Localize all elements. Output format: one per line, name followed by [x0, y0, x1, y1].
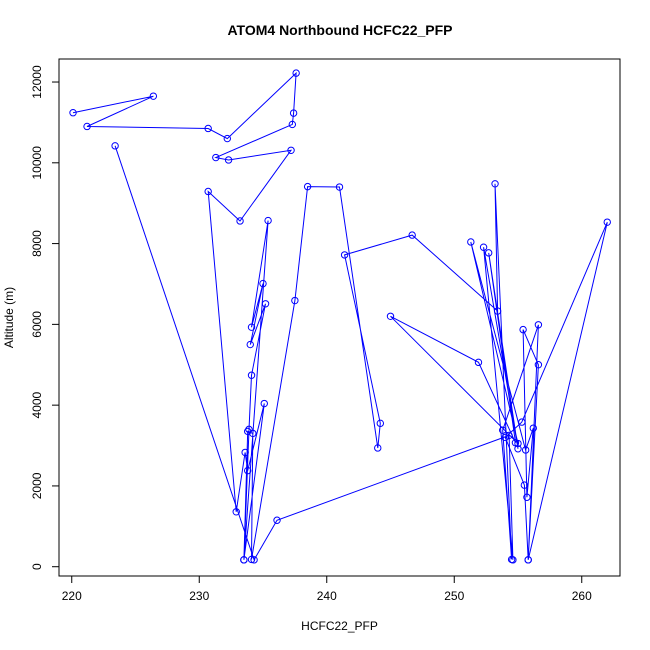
data-point: [149, 92, 158, 100]
data-point: [520, 481, 529, 489]
x-axis: 220 230 240 250 260: [62, 575, 592, 603]
data-point: [249, 429, 257, 438]
data-point: [247, 371, 256, 379]
data-point: [335, 183, 344, 191]
data-point: [289, 109, 298, 117]
data-point: [264, 216, 272, 225]
data-point: [534, 321, 543, 329]
plot-frame: [58, 58, 621, 577]
series-group: [69, 69, 611, 564]
y-tick-label: 10000: [30, 146, 44, 180]
data-point: [479, 243, 488, 251]
data-point: [519, 325, 527, 334]
data-point: [288, 120, 297, 129]
y-tick-label: 0: [30, 563, 44, 570]
x-axis-label: HCFC22_PFP: [301, 619, 378, 633]
y-tick-label: 12000: [30, 65, 44, 99]
data-point: [246, 340, 254, 349]
data-point: [408, 231, 416, 239]
data-point: [303, 182, 312, 191]
y-axis-label: Altitude (m): [2, 287, 16, 348]
data-point: [501, 433, 509, 442]
data-point: [603, 218, 611, 226]
data-point: [250, 556, 258, 564]
data-point: [259, 279, 267, 288]
data-point: [505, 431, 513, 440]
data-point: [232, 508, 240, 516]
x-tick-label: 250: [444, 589, 464, 603]
data-point: [511, 439, 520, 447]
data-point: [524, 556, 532, 564]
data-point: [236, 217, 244, 225]
x-tick-label: 260: [572, 589, 592, 603]
data-point: [386, 312, 395, 320]
y-tick-label: 8000: [30, 230, 44, 257]
data-point: [292, 69, 300, 77]
y-tick-label: 4000: [30, 391, 44, 418]
x-tick-label: 230: [189, 589, 209, 603]
data-point: [247, 323, 256, 331]
data-point: [212, 153, 220, 162]
data-point: [260, 399, 268, 408]
data-point: [204, 124, 212, 133]
data-point: [240, 556, 248, 564]
data-point: [374, 444, 382, 452]
data-point: [245, 425, 253, 434]
y-tick-label: 2000: [30, 472, 44, 499]
x-tick-label: 240: [317, 589, 337, 603]
y-axis: 0 2000 4000 6000 8000 10000 12000: [30, 65, 60, 570]
data-point: [247, 555, 256, 564]
data-point: [223, 134, 232, 143]
data-point: [273, 516, 281, 524]
data-point: [224, 156, 233, 164]
data-point: [474, 358, 483, 367]
data-point: [499, 426, 507, 434]
data-point: [467, 238, 475, 246]
data-point: [340, 251, 349, 259]
series-line: [72, 71, 608, 562]
data-point: [287, 146, 295, 154]
data-point: [484, 249, 493, 257]
data-point: [529, 424, 537, 432]
data-point: [83, 122, 91, 131]
data-point: [509, 556, 517, 564]
data-point: [514, 445, 522, 453]
data-point: [244, 466, 252, 475]
data-point: [241, 448, 249, 457]
data-point: [111, 142, 119, 150]
data-point: [491, 180, 499, 188]
x-tick-label: 220: [62, 589, 82, 603]
data-point: [69, 109, 77, 117]
data-point: [291, 296, 299, 305]
data-point: [523, 493, 531, 501]
data-point: [261, 300, 270, 308]
y-tick-label: 6000: [30, 311, 44, 338]
chart-title: ATOM4 Northbound HCFC22_PFP: [227, 22, 452, 38]
data-point: [376, 419, 384, 428]
data-point: [244, 427, 252, 436]
data-point: [518, 418, 526, 426]
data-point: [521, 446, 530, 454]
data-point: [204, 187, 212, 196]
data-point: [534, 361, 543, 369]
data-point: [493, 307, 502, 315]
